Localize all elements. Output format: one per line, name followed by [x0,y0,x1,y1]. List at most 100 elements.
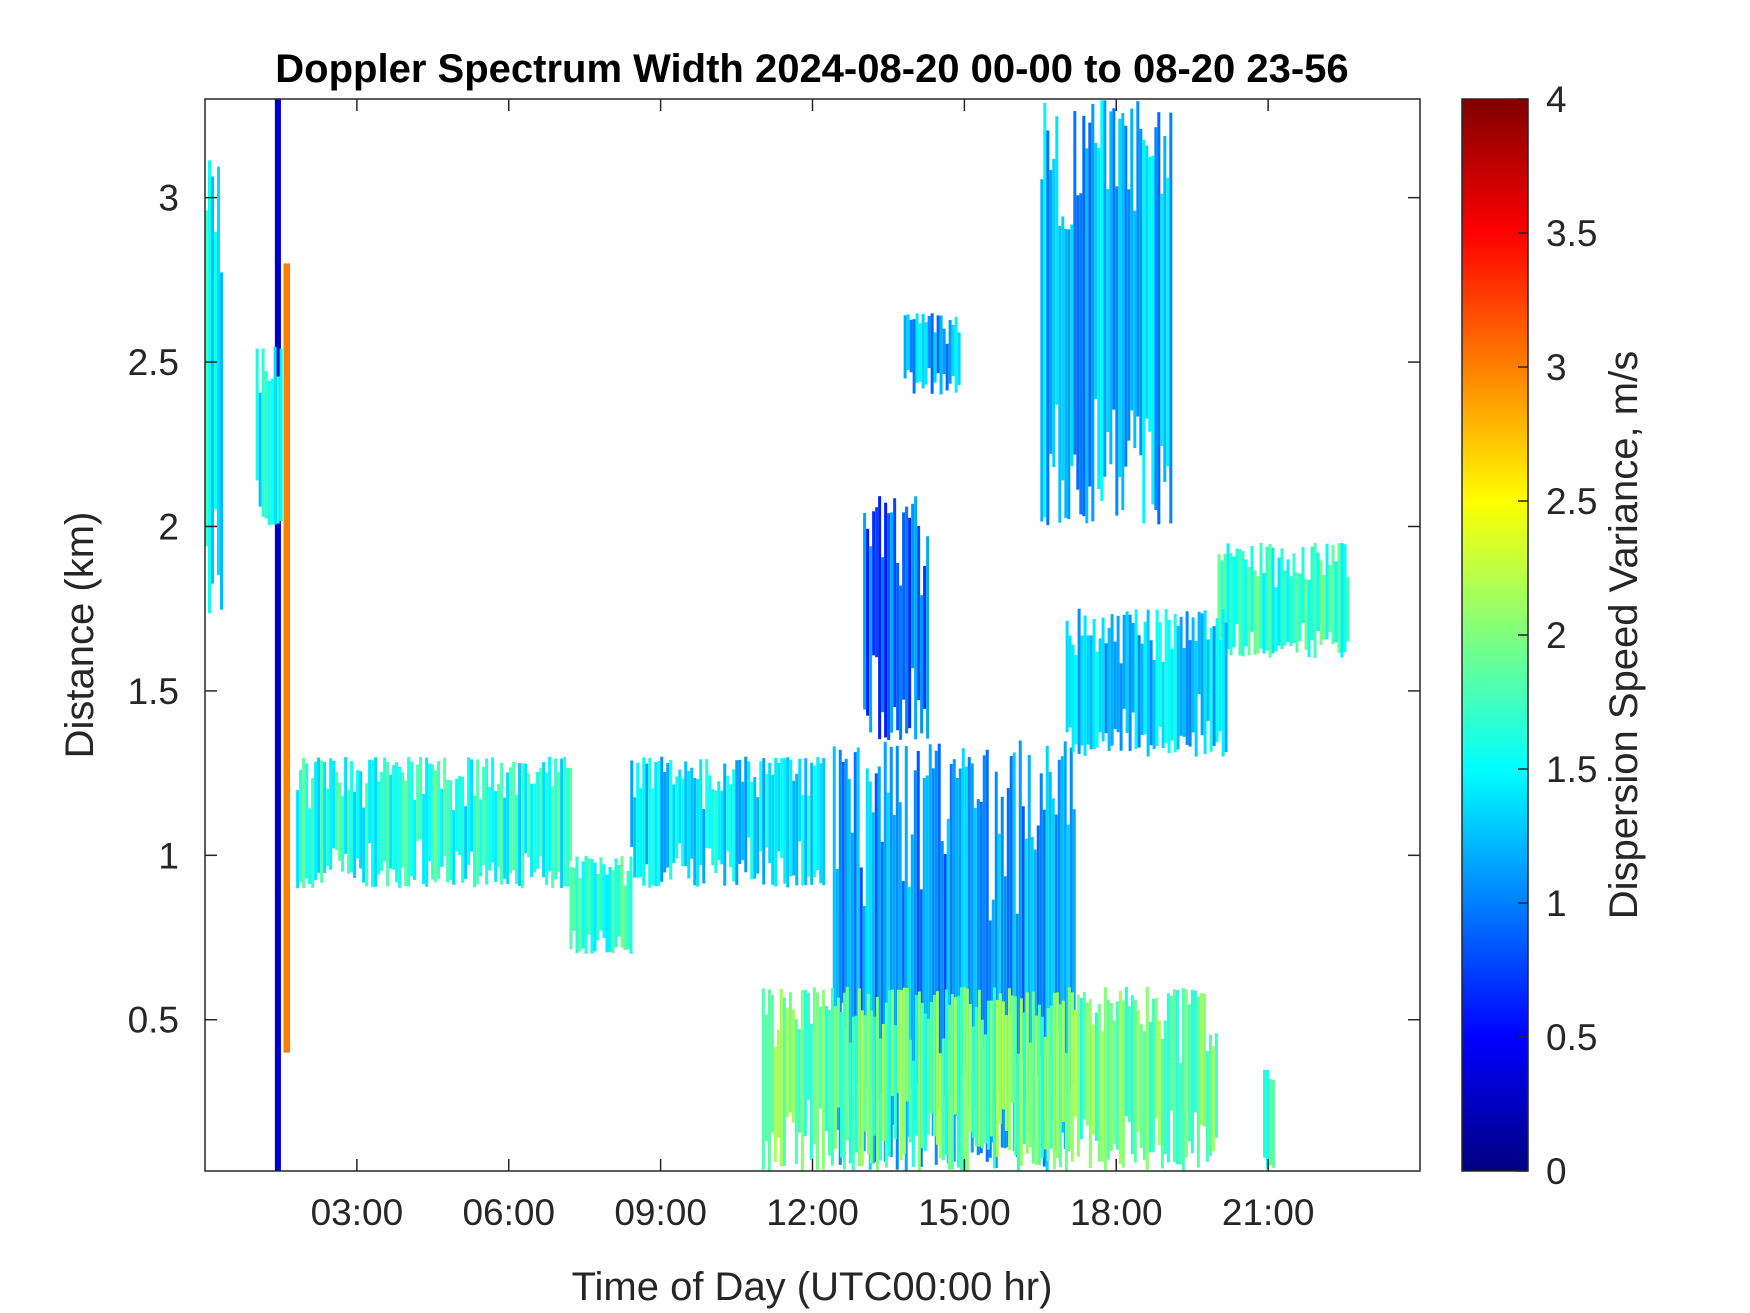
heatmap-cell [1000,796,1004,1148]
heatmap-cell [1130,995,1134,1155]
y-axis-label: Distance (km) [58,512,102,759]
heatmap-cell [1021,806,1025,1060]
heatmap-cell [741,781,745,861]
heatmap-cell [1221,608,1225,757]
heatmap-cell [868,781,872,1170]
heatmap-cell [962,987,966,1171]
heatmap-cell [908,517,912,729]
heatmap-cell [276,376,280,524]
heatmap-cell [693,778,697,886]
heatmap-cell [795,773,799,886]
heatmap-cell [970,763,974,1153]
heatmap-cell [1106,999,1110,1160]
heatmap-cell [930,313,934,394]
heatmap-cell [1247,567,1251,656]
heatmap-cell [756,797,760,874]
heatmap-cell [1001,1001,1005,1110]
heatmap-cell [383,757,387,862]
heatmap-cell [1215,618,1219,743]
heatmap-cell [1037,1004,1041,1165]
heatmap-cell [1107,627,1111,751]
heatmap-cell [642,757,646,886]
heatmap-cell [1212,626,1216,746]
heatmap-cell [1146,609,1150,757]
heatmap-cell [1109,111,1113,465]
heatmap-cell [1058,1004,1062,1168]
heatmap-cell [1166,993,1170,1163]
heatmap-cell [887,513,891,741]
heatmap-cell [267,380,271,526]
heatmap-cell [1187,1004,1191,1142]
heatmap-cell [1203,610,1207,755]
heatmap-cell [1191,617,1195,733]
heatmap-cell [1140,643,1144,736]
heatmap-cell [645,763,649,865]
heatmap-cell [794,1019,798,1164]
heatmap-cell [916,750,920,1086]
heatmap-cell [1178,1062,1182,1165]
heatmap-cell [452,810,456,885]
heatmap-cell [890,512,894,733]
heatmap-cell [608,866,612,952]
heatmap-cell [872,511,876,656]
heatmap-cell [929,1002,933,1114]
heatmap-cell [1283,570,1287,646]
heatmap-cell [1148,156,1152,432]
colorbar-tick-label: 3.5 [1546,213,1597,254]
heatmap-cell [912,319,916,394]
heatmap-cell [750,781,754,880]
heatmap-cell [848,1042,852,1164]
heatmap-cell [720,790,724,865]
heatmap-cell [488,787,492,871]
heatmap-cell [866,994,870,1155]
heatmap-cell [1337,543,1341,653]
heatmap-cell [874,773,878,1162]
heatmap-cell [768,762,772,864]
heatmap-region [863,496,930,741]
heatmap-cell [1316,552,1320,632]
heatmap-cell [836,997,840,1108]
heatmap-cell [443,757,447,857]
heatmap-cell [903,315,907,379]
heatmap-cell [684,761,688,866]
heatmap-cell [270,378,274,525]
heatmap-cell [353,791,357,878]
heatmap-cell [1113,641,1117,730]
heatmap-cell [985,749,989,1162]
heatmap-cell [890,989,894,1096]
heatmap-cell [1085,1002,1089,1126]
heatmap-cell [1200,613,1204,736]
heatmap-cell [1196,996,1200,1168]
heatmap-cell [1136,1010,1140,1132]
heatmap-cell [1118,991,1122,1164]
heatmap-cell [1055,992,1059,1159]
heatmap-cell [660,756,664,882]
heatmap-cell [872,1016,876,1136]
heatmap-cell [1070,224,1074,467]
heatmap-cell [1109,1003,1113,1152]
heatmap-cell [786,757,790,888]
heatmap-cell [1010,995,1014,1103]
heatmap-cell [997,833,1001,1093]
heatmap-cell [1263,1069,1267,1158]
heatmap-cell [1003,876,1007,1149]
heatmap-cell [779,988,783,1167]
heatmap-cell [1272,1079,1276,1168]
heatmap-cell [875,507,879,658]
heatmap-region [1217,542,1350,659]
heatmap-cell [1184,989,1188,1158]
heatmap-cell [945,343,949,391]
heatmap-cell [798,758,802,842]
x-tick-label: 15:00 [918,1192,1011,1233]
x-tick-label: 18:00 [1070,1192,1163,1233]
heatmap-cell [803,990,807,1137]
heatmap-region [1040,100,1173,526]
colorbar-tick-label: 0.5 [1546,1017,1597,1058]
heatmap-cell [633,797,637,878]
heatmap-cell [1277,557,1281,646]
heatmap-cell [1067,987,1071,1151]
heatmap-cell [329,758,333,870]
heatmap-region [903,313,961,395]
heatmap-cell [258,392,262,507]
heatmap-cell [908,1039,912,1143]
